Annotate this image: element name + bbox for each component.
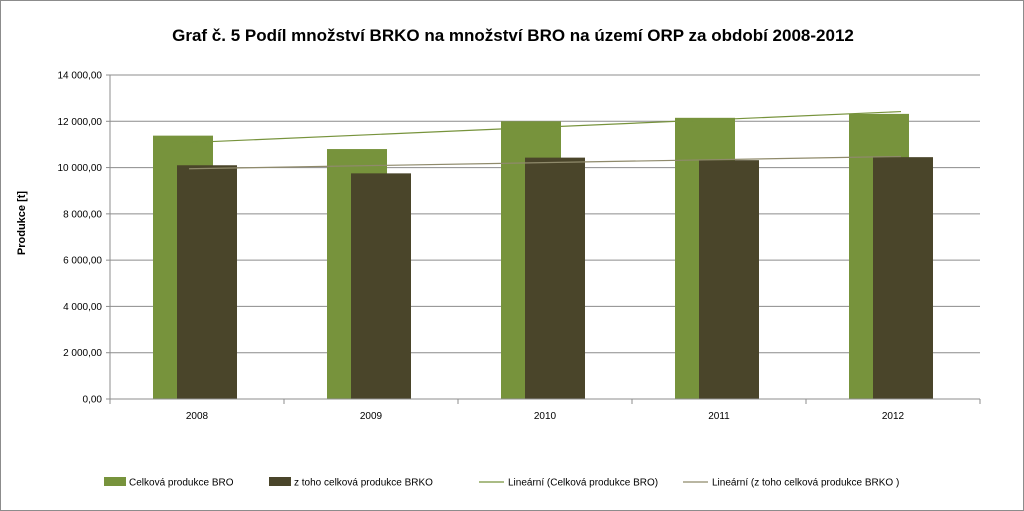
legend-swatch bbox=[104, 477, 126, 486]
y-tick-label: 6 000,00 bbox=[63, 256, 102, 267]
bar-brko bbox=[177, 165, 237, 399]
legend-label: z toho celková produkce BRKO bbox=[294, 478, 433, 489]
bar-brko bbox=[525, 157, 585, 399]
trendlines bbox=[188, 110, 902, 170]
legend-label: Celková produkce BRO bbox=[129, 478, 234, 489]
legend-label: Lineární (z toho celková produkce BRKO ) bbox=[712, 478, 899, 489]
x-tick-label: 2012 bbox=[882, 411, 905, 422]
legend-label: Lineární (Celková produkce BRO) bbox=[508, 478, 658, 489]
y-tick-label: 10 000,00 bbox=[58, 163, 103, 174]
legend-item-brko: z toho celková produkce BRKO bbox=[269, 477, 433, 489]
x-tick-label: 2010 bbox=[534, 411, 557, 422]
y-tick-label: 0,00 bbox=[83, 395, 103, 406]
y-tick-label: 2 000,00 bbox=[63, 348, 102, 359]
y-tick-label: 14 000,00 bbox=[58, 71, 103, 82]
trendline-brko bbox=[188, 155, 902, 170]
bars bbox=[153, 113, 933, 400]
x-tick-label: 2008 bbox=[186, 411, 209, 422]
legend-item-trend-brko: Lineární (z toho celková produkce BRKO ) bbox=[683, 478, 899, 489]
x-tick-label: 2009 bbox=[360, 411, 383, 422]
legend: Celková produkce BRO z toho celková produ… bbox=[104, 477, 899, 489]
axes: 0,00 2 000,00 4 000,00 6 000,00 8 000,00 10 0… bbox=[58, 71, 981, 422]
trendline-bro bbox=[188, 110, 902, 144]
y-tick-label: 4 000,00 bbox=[63, 302, 102, 313]
legend-item-bro: Celková produkce BRO bbox=[104, 477, 234, 489]
chart-title: Graf č. 5 Podíl množství BRKO na množstv… bbox=[172, 26, 854, 45]
legend-swatch bbox=[269, 477, 291, 486]
y-axis-title: Produkce [t] bbox=[16, 191, 28, 256]
y-tick-label: 12 000,00 bbox=[58, 117, 103, 128]
x-tick-label: 2011 bbox=[708, 411, 730, 422]
bar-brko bbox=[699, 160, 759, 399]
bar-brko bbox=[873, 157, 933, 399]
y-tick-label: 8 000,00 bbox=[63, 209, 102, 220]
bar-brko bbox=[351, 173, 411, 399]
legend-item-trend-bro: Lineární (Celková produkce BRO) bbox=[479, 478, 658, 489]
